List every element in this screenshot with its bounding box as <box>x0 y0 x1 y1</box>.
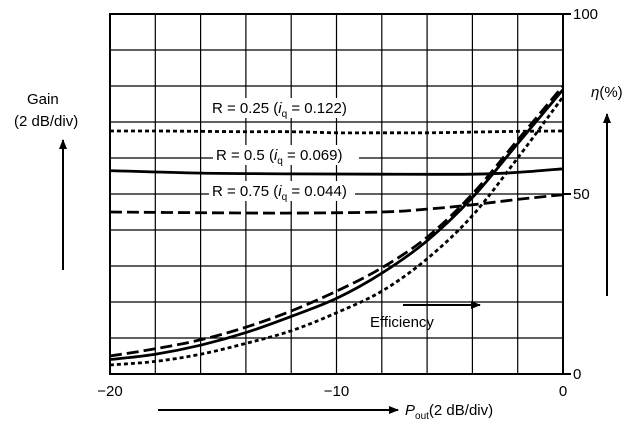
left-ylabel-line2: (2 dB/div) <box>14 113 78 130</box>
gain-curve-3 <box>109 193 564 215</box>
right-tick-label: 50 <box>573 186 590 203</box>
x-label-sub: out <box>415 411 429 422</box>
right-axis-ticks: 0 50 100 <box>563 6 598 383</box>
series-label-bg <box>209 98 355 118</box>
x-label-rest: (2 dB/div) <box>429 402 493 419</box>
x-tick-label: −20 <box>97 383 122 400</box>
right-ylabel-eta: η <box>591 84 599 101</box>
efficiency-curve-3 <box>109 85 565 358</box>
series-labels: R = 0.25 (iq = 0.122) R = 0.5 (iq = 0.069… <box>209 98 359 203</box>
series-label-bg <box>209 181 355 201</box>
left-ylabel-line1: Gain <box>27 91 59 108</box>
right-ylabel: η(%) <box>591 84 623 101</box>
x-axis-label: Pout(2 dB/div) <box>405 402 493 422</box>
grid <box>110 14 563 374</box>
efficiency-curve-1 <box>109 95 565 367</box>
efficiency-curve-2 <box>109 88 565 361</box>
x-axis-ticks: −20 −10 0 <box>97 383 567 400</box>
series-label-2: R = 0.5 (iq = 0.069) <box>216 147 343 167</box>
right-tick-label: 100 <box>573 6 598 23</box>
series-label-3: R = 0.75 (iq = 0.044) <box>212 183 347 203</box>
curves <box>109 85 565 367</box>
x-tick-label: 0 <box>559 383 567 400</box>
series-label-1: R = 0.25 (iq = 0.122) <box>212 100 347 120</box>
gain-curve-1 <box>109 129 564 135</box>
right-tick-label: 0 <box>573 366 581 383</box>
right-ylabel-unit: (%) <box>599 84 622 101</box>
series-label-bg <box>213 145 359 165</box>
efficiency-annotation: Efficiency <box>370 314 434 331</box>
x-label-p: P <box>405 402 415 419</box>
gain-curve-2 <box>109 167 564 176</box>
x-tick-label: −10 <box>324 383 349 400</box>
